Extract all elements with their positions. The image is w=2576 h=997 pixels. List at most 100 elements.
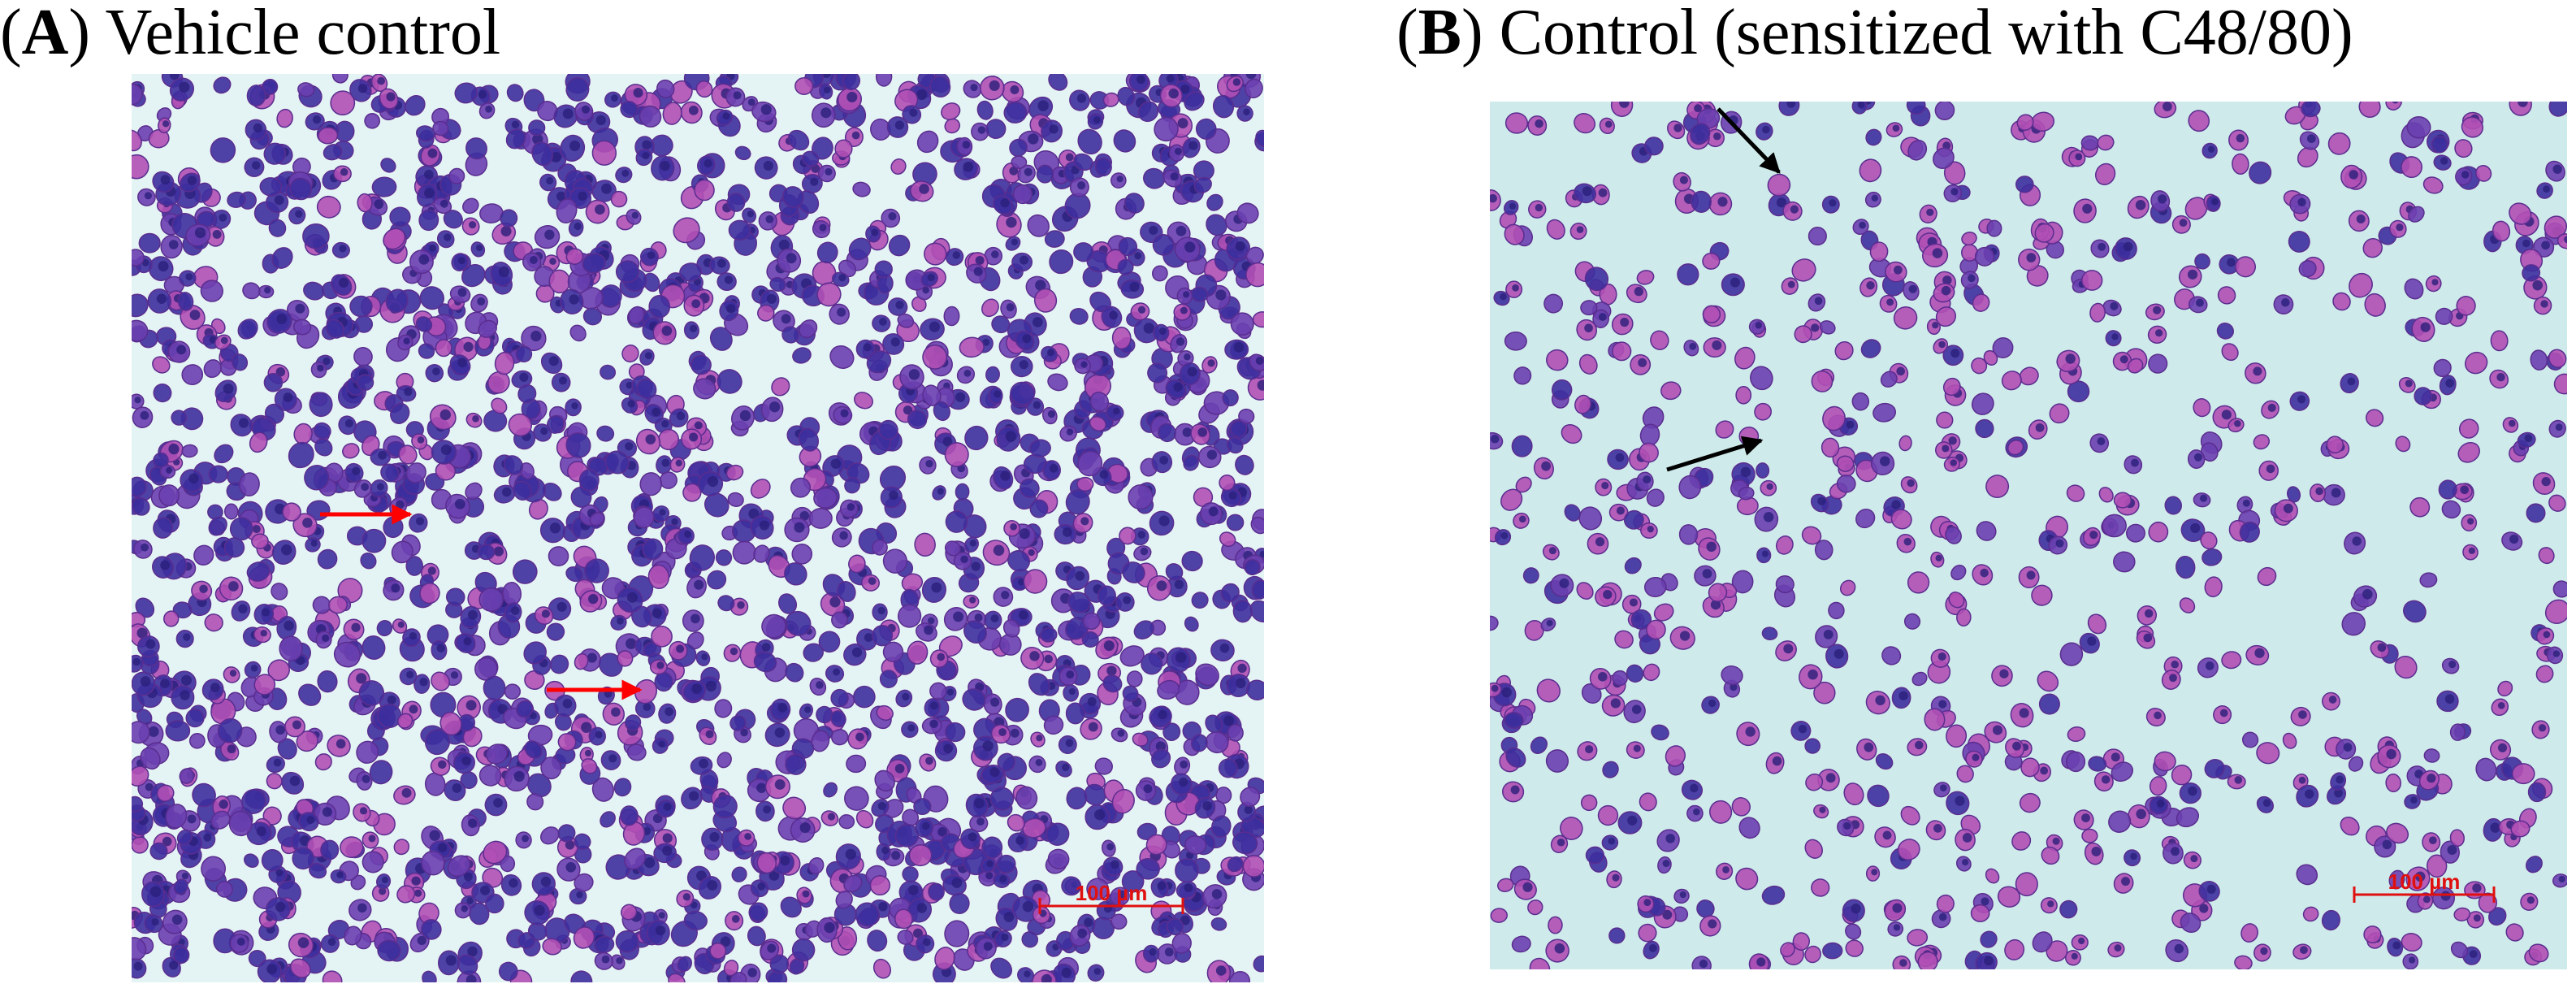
cell: [1010, 381, 1035, 405]
cell: [1175, 652, 1187, 663]
cell: [1679, 891, 1686, 899]
cell: [526, 793, 544, 811]
cell: [361, 483, 369, 492]
cell: [1002, 619, 1020, 638]
cell: [2440, 157, 2448, 165]
cell: [1208, 506, 1219, 517]
cell: [243, 853, 259, 868]
cell: [1106, 843, 1115, 851]
cell: [677, 956, 693, 973]
cell: [1762, 125, 1770, 134]
cell: [1864, 742, 1874, 752]
cell: [1763, 511, 1774, 522]
cell: [1819, 806, 1826, 813]
cell: [1766, 483, 1773, 490]
cell: [309, 862, 327, 879]
cell: [214, 444, 234, 464]
cell: [132, 657, 141, 666]
cell: [1174, 579, 1184, 589]
cell: [2153, 306, 2162, 314]
cell: [391, 540, 413, 564]
cell: [132, 721, 150, 744]
cell: [253, 123, 263, 132]
cell: [1798, 724, 1808, 734]
cell: [636, 379, 657, 400]
cell: [447, 855, 471, 878]
cell: [1938, 912, 1947, 921]
cell: [769, 954, 790, 974]
cell: [1206, 193, 1223, 211]
cell: [782, 186, 804, 208]
cell: [2511, 763, 2535, 785]
cell: [1745, 726, 1756, 737]
cell: [1601, 481, 1609, 490]
cell: [693, 378, 717, 400]
cell: [1159, 455, 1169, 465]
cell: [723, 960, 739, 977]
cell: [1001, 591, 1010, 600]
cell: [1137, 531, 1146, 539]
cell: [228, 810, 253, 837]
cell: [902, 866, 919, 882]
cell: [1023, 569, 1048, 594]
cell: [2221, 410, 2232, 420]
cell: [2281, 297, 2290, 307]
cell: [803, 643, 824, 662]
cell: [271, 247, 293, 269]
cell: [474, 657, 498, 681]
cell: [1219, 531, 1236, 548]
cell: [168, 443, 180, 455]
cell: [1162, 722, 1181, 742]
cell: [340, 167, 349, 176]
cell: [726, 304, 736, 314]
cell: [582, 307, 603, 326]
cell: [1712, 340, 1722, 350]
cell: [462, 726, 483, 748]
cell: [153, 517, 173, 539]
cell: [556, 191, 566, 202]
cell: [423, 188, 435, 198]
cell: [2179, 219, 2188, 228]
cell: [2254, 648, 2265, 658]
cell: [558, 376, 567, 385]
cell: [953, 611, 964, 622]
cell: [275, 869, 284, 877]
cell: [781, 326, 799, 344]
cell: [2541, 476, 2551, 487]
cell: [661, 419, 669, 428]
cell: [506, 84, 524, 102]
cell: [1962, 833, 1972, 843]
cell: [396, 885, 416, 904]
cell: [1801, 526, 1822, 545]
cell: [748, 902, 768, 922]
cell: [830, 688, 849, 708]
cell: [913, 928, 923, 938]
cell: [2081, 813, 2090, 823]
cell: [2356, 214, 2366, 223]
cell: [380, 158, 396, 173]
cell: [2075, 153, 2083, 161]
cell: [351, 622, 361, 632]
cell: [362, 851, 384, 873]
cell: [647, 564, 670, 589]
cell: [571, 402, 578, 410]
cell: [424, 772, 446, 796]
cell: [791, 938, 816, 962]
cell: [765, 215, 774, 223]
cell: [639, 105, 662, 128]
cell: [682, 893, 691, 901]
cell: [502, 487, 512, 497]
cell: [500, 209, 518, 228]
cell: [1240, 787, 1261, 808]
cell: [1165, 563, 1184, 581]
cell: [274, 195, 284, 206]
cell: [1932, 248, 1943, 258]
cell: [1024, 167, 1033, 176]
cell: [662, 833, 673, 843]
cell: [1215, 289, 1227, 301]
cell: [464, 872, 473, 882]
cell: [2564, 236, 2567, 244]
cell: [791, 543, 813, 565]
cell: [1121, 870, 1145, 893]
cell: [435, 339, 452, 358]
